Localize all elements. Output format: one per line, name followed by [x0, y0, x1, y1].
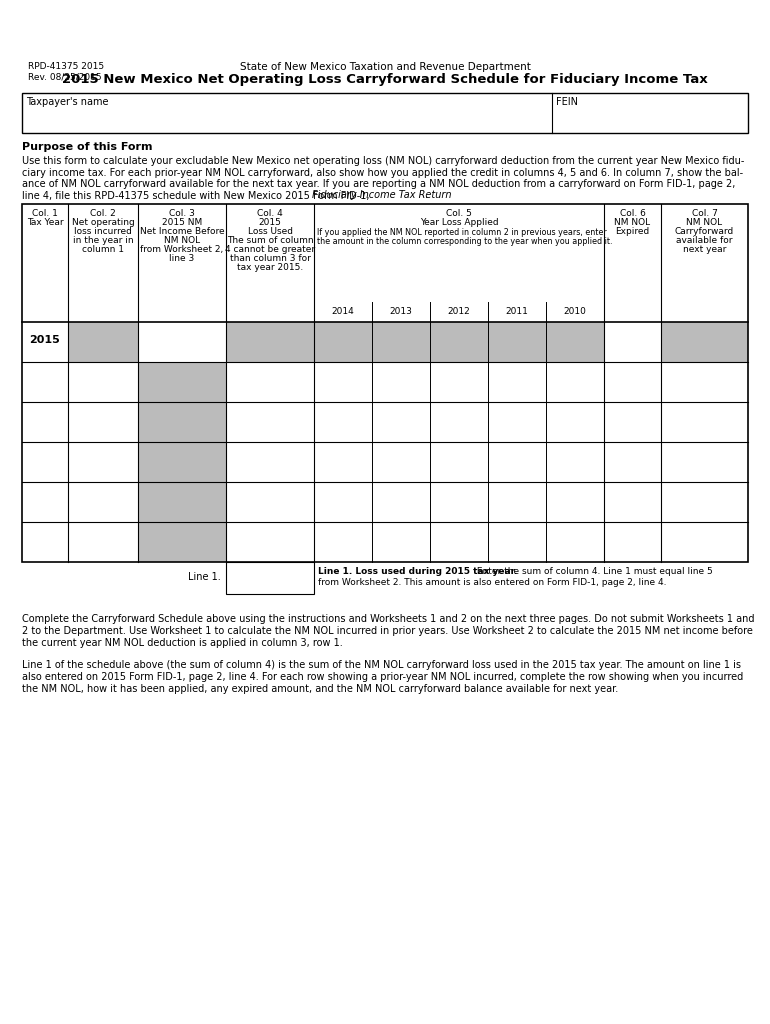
- Text: Col. 1: Col. 1: [32, 209, 58, 218]
- Text: Loss Used: Loss Used: [247, 227, 293, 236]
- Bar: [22, 204, 748, 562]
- Text: RPD-41375 2015: RPD-41375 2015: [28, 62, 104, 71]
- Bar: [138, 522, 226, 562]
- Text: 2015: 2015: [259, 218, 282, 227]
- Text: Tax Year: Tax Year: [27, 218, 63, 227]
- Bar: [138, 402, 226, 442]
- Bar: [22, 93, 748, 133]
- Text: the current year NM NOL deduction is applied in column 3, row 1.: the current year NM NOL deduction is app…: [22, 638, 343, 648]
- Text: FEIN: FEIN: [556, 97, 578, 106]
- Text: NM NOL: NM NOL: [164, 236, 200, 245]
- Text: column 1: column 1: [82, 245, 124, 254]
- Text: Purpose of this Form: Purpose of this Form: [22, 142, 152, 152]
- Text: in the year in: in the year in: [72, 236, 133, 245]
- Text: Col. 2: Col. 2: [90, 209, 116, 218]
- Text: loss incurred: loss incurred: [74, 227, 132, 236]
- Text: available for: available for: [676, 236, 733, 245]
- Text: Fiduciary Income Tax Return: Fiduciary Income Tax Return: [313, 190, 452, 201]
- Text: 2 to the Department. Use Worksheet 1 to calculate the NM NOL incurred in prior y: 2 to the Department. Use Worksheet 1 to …: [22, 626, 753, 636]
- Text: 2012: 2012: [447, 307, 470, 316]
- Text: next year: next year: [683, 245, 726, 254]
- Text: If you applied the NM NOL reported in column 2 in previous years, enter: If you applied the NM NOL reported in co…: [317, 228, 607, 237]
- Bar: [226, 322, 314, 362]
- Text: 2014: 2014: [332, 307, 354, 316]
- Text: than column 3 for: than column 3 for: [229, 254, 310, 263]
- Text: from Worksheet 2,: from Worksheet 2,: [140, 245, 223, 254]
- Text: from Worksheet 2. This amount is also entered on Form FID-1, page 2, line 4.: from Worksheet 2. This amount is also en…: [318, 578, 667, 587]
- Text: NM NOL: NM NOL: [686, 218, 722, 227]
- Text: Net operating: Net operating: [72, 218, 135, 227]
- Text: Carryforward: Carryforward: [675, 227, 734, 236]
- Text: 2015: 2015: [29, 335, 60, 345]
- Text: tax year 2015.: tax year 2015.: [237, 263, 303, 272]
- Text: Line 1.: Line 1.: [188, 572, 221, 582]
- Bar: [138, 442, 226, 482]
- Text: line 4, file this RPD-41375 schedule with New Mexico 2015 Form FID-1,: line 4, file this RPD-41375 schedule wit…: [22, 190, 373, 201]
- Text: Line 1. Loss used during 2015 tax year.: Line 1. Loss used during 2015 tax year.: [318, 567, 517, 575]
- Text: 2015 New Mexico Net Operating Loss Carryforward Schedule for Fiduciary Income Ta: 2015 New Mexico Net Operating Loss Carry…: [62, 73, 708, 86]
- Text: Net Income Before: Net Income Before: [139, 227, 224, 236]
- Text: 2013: 2013: [390, 307, 413, 316]
- Text: 4 cannot be greater: 4 cannot be greater: [225, 245, 315, 254]
- Text: ance of NM NOL carryforward available for the next tax year. If you are reportin: ance of NM NOL carryforward available fo…: [22, 179, 735, 189]
- Text: Col. 3: Col. 3: [169, 209, 195, 218]
- Bar: [22, 204, 748, 562]
- Text: Expired: Expired: [615, 227, 650, 236]
- Text: also entered on 2015 Form FID-1, page 2, line 4. For each row showing a prior-ye: also entered on 2015 Form FID-1, page 2,…: [22, 672, 743, 682]
- Text: Enter the sum of column 4. Line 1 must equal line 5: Enter the sum of column 4. Line 1 must e…: [474, 567, 713, 575]
- Text: Col. 4: Col. 4: [257, 209, 283, 218]
- Bar: [661, 322, 748, 362]
- Text: Year Loss Applied: Year Loss Applied: [420, 218, 498, 227]
- Text: ciary income tax. For each prior-year NM NOL carryforward, also show how you app: ciary income tax. For each prior-year NM…: [22, 168, 743, 177]
- Bar: [226, 562, 314, 594]
- Text: .: .: [424, 190, 427, 201]
- Text: Col. 6: Col. 6: [620, 209, 645, 218]
- Text: the NM NOL, how it has been applied, any expired amount, and the NM NOL carryfor: the NM NOL, how it has been applied, any…: [22, 684, 618, 694]
- Bar: [138, 482, 226, 522]
- Text: NM NOL: NM NOL: [614, 218, 651, 227]
- Text: Rev. 08/25/2015: Rev. 08/25/2015: [28, 73, 102, 82]
- Text: Taxpayer's name: Taxpayer's name: [26, 97, 109, 106]
- Text: Col. 7: Col. 7: [691, 209, 718, 218]
- Text: Complete the Carryforward Schedule above using the instructions and Worksheets 1: Complete the Carryforward Schedule above…: [22, 614, 755, 624]
- Text: line 3: line 3: [169, 254, 195, 263]
- Text: 2015 NM: 2015 NM: [162, 218, 202, 227]
- Text: Use this form to calculate your excludable New Mexico net operating loss (NM NOL: Use this form to calculate your excludab…: [22, 156, 745, 166]
- Text: 2010: 2010: [564, 307, 587, 316]
- Text: Col. 5: Col. 5: [446, 209, 472, 218]
- Text: State of New Mexico Taxation and Revenue Department: State of New Mexico Taxation and Revenue…: [239, 62, 531, 72]
- Bar: [314, 322, 604, 362]
- Text: 2011: 2011: [506, 307, 528, 316]
- Text: the amount in the column corresponding to the year when you applied it.: the amount in the column corresponding t…: [317, 237, 612, 246]
- Bar: [138, 362, 226, 402]
- Text: Line 1 of the schedule above (the sum of column 4) is the sum of the NM NOL carr: Line 1 of the schedule above (the sum of…: [22, 660, 741, 670]
- Bar: [68, 322, 138, 362]
- Text: The sum of column: The sum of column: [226, 236, 313, 245]
